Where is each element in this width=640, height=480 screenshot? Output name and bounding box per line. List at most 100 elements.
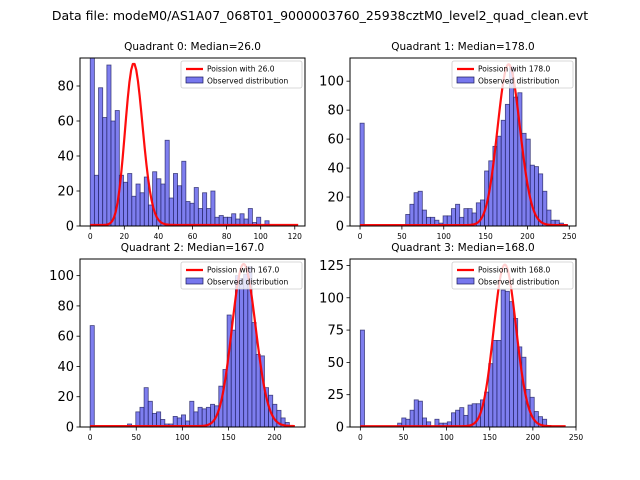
subplot-title: Quadrant 0: Median=26.0 bbox=[124, 41, 261, 53]
plot-area bbox=[359, 63, 569, 226]
histogram-bar bbox=[148, 204, 154, 226]
histogram-bar bbox=[251, 322, 257, 427]
x-tick-label: 250 bbox=[562, 232, 577, 241]
histogram-bar bbox=[193, 411, 199, 427]
legend-label-observed: Observed distribution bbox=[207, 278, 288, 287]
histogram-bar bbox=[538, 173, 544, 226]
x-tick-label: 60 bbox=[188, 232, 198, 241]
histogram-bar bbox=[450, 208, 456, 226]
histogram-bar bbox=[139, 192, 145, 226]
histogram-bar bbox=[89, 58, 95, 226]
axes-frame bbox=[349, 57, 577, 227]
y-tick-label: 80 bbox=[57, 299, 74, 314]
y-tick-label: 80 bbox=[57, 80, 74, 95]
subplot-title: Quadrant 2: Median=167.0 bbox=[121, 242, 264, 254]
subplot-quadrant-3: Quadrant 3: Median=168.0 0 50 100 150 200 250 0… bbox=[319, 242, 583, 442]
histogram-bar bbox=[509, 301, 514, 427]
y-tick-label: 75 bbox=[327, 324, 344, 339]
x-tick-label: 150 bbox=[221, 433, 236, 442]
histogram-bar bbox=[546, 209, 552, 226]
legend-bar-swatch bbox=[185, 76, 204, 84]
histogram-bar bbox=[189, 202, 195, 226]
histogram-bar bbox=[98, 87, 104, 226]
y-tick-label: 60 bbox=[57, 330, 74, 345]
histogram-bar bbox=[409, 203, 415, 226]
x-tick-label: 40 bbox=[154, 232, 164, 241]
subplot-quadrant-0: Quadrant 0: Median=26.0 0 20 40 60 80 100 120 0 2… bbox=[57, 41, 306, 241]
histogram-bar bbox=[164, 139, 170, 226]
histogram-bar bbox=[160, 183, 166, 226]
legend-label-poisson: Poission with 167.0 bbox=[207, 266, 280, 275]
histogram-bar bbox=[256, 216, 262, 226]
subplot-title: Quadrant 3: Median=168.0 bbox=[391, 242, 534, 254]
legend: Poission with 26.0 Observed distribution bbox=[180, 60, 303, 89]
legend: Poission with 178.0 Observed distribution bbox=[451, 60, 574, 89]
x-tick-label: 50 bbox=[399, 433, 409, 442]
histogram-bar bbox=[110, 120, 116, 226]
histogram-bar bbox=[160, 419, 166, 427]
legend-bar-swatch bbox=[456, 76, 475, 84]
x-tick-label: 100 bbox=[175, 433, 190, 442]
histogram-bar bbox=[247, 208, 253, 226]
histogram-bar bbox=[89, 325, 95, 427]
histogram-bar bbox=[513, 96, 519, 226]
y-tick-label: 20 bbox=[57, 185, 74, 200]
histogram-bar bbox=[202, 192, 208, 226]
y-tick-label: 20 bbox=[57, 390, 74, 405]
histogram-bar bbox=[239, 278, 245, 427]
y-tick-label: 60 bbox=[57, 115, 74, 130]
legend-label-observed: Observed distribution bbox=[207, 77, 288, 86]
x-tick-label: 80 bbox=[222, 232, 232, 241]
histogram-bar bbox=[139, 406, 145, 427]
axes-frame bbox=[79, 258, 306, 428]
histogram-bar bbox=[451, 412, 456, 427]
legend-bar-swatch bbox=[185, 277, 204, 285]
y-tick-label: 100 bbox=[319, 291, 344, 306]
histogram-bar bbox=[504, 290, 510, 427]
y-tick-label: 0 bbox=[336, 220, 344, 235]
histogram-bar bbox=[201, 408, 207, 427]
histogram-bar bbox=[455, 203, 461, 226]
histogram-bar bbox=[243, 273, 249, 427]
histogram-bar bbox=[500, 289, 506, 427]
plot-area bbox=[89, 263, 296, 427]
histogram-bar bbox=[173, 173, 178, 226]
histogram-bar bbox=[455, 409, 461, 427]
histogram-bar bbox=[189, 400, 195, 427]
y-tick-label: 100 bbox=[319, 75, 344, 90]
x-tick-label: 200 bbox=[526, 433, 541, 442]
legend-label-observed: Observed distribution bbox=[478, 278, 559, 287]
subplot-title: Quadrant 1: Median=178.0 bbox=[391, 41, 534, 53]
x-tick-label: 150 bbox=[483, 433, 498, 442]
histogram-bar bbox=[421, 209, 427, 226]
poisson-curve bbox=[90, 62, 299, 226]
legend-label-observed: Observed distribution bbox=[478, 77, 559, 86]
x-tick-label: 200 bbox=[267, 433, 282, 442]
y-tick-label: 50 bbox=[327, 356, 344, 371]
histogram-bar bbox=[496, 135, 502, 226]
y-tick-label: 0 bbox=[336, 421, 344, 436]
histogram-bar bbox=[509, 66, 515, 226]
histogram-bar bbox=[181, 160, 187, 226]
histogram-bar bbox=[197, 406, 203, 427]
histogram-bar bbox=[177, 185, 183, 226]
y-tick-label: 25 bbox=[327, 388, 344, 403]
y-tick-label: 0 bbox=[66, 220, 74, 235]
histogram-bar bbox=[114, 110, 120, 226]
x-tick-label: 20 bbox=[120, 232, 130, 241]
legend: Poission with 168.0 Observed distribution bbox=[451, 261, 574, 290]
x-tick-label: 100 bbox=[254, 232, 269, 241]
y-tick-label: 0 bbox=[66, 421, 74, 436]
x-tick-label: 250 bbox=[569, 433, 584, 442]
histogram-bar bbox=[417, 400, 423, 427]
figure-suptitle: Data file: modeM0/AS1A07_068T01_90000037… bbox=[51, 8, 589, 23]
histogram-bar bbox=[426, 421, 432, 427]
histogram-bar bbox=[151, 412, 157, 427]
y-tick-label: 80 bbox=[327, 104, 344, 119]
histogram-bar bbox=[156, 411, 162, 427]
poisson-curve bbox=[89, 263, 296, 427]
histogram-bar bbox=[123, 181, 129, 226]
histogram-bar bbox=[467, 208, 473, 226]
subplot-quadrant-1: Quadrant 1: Median=178.0 0 50 100 150 200 250 0… bbox=[319, 41, 577, 241]
histogram-bar bbox=[143, 176, 149, 226]
